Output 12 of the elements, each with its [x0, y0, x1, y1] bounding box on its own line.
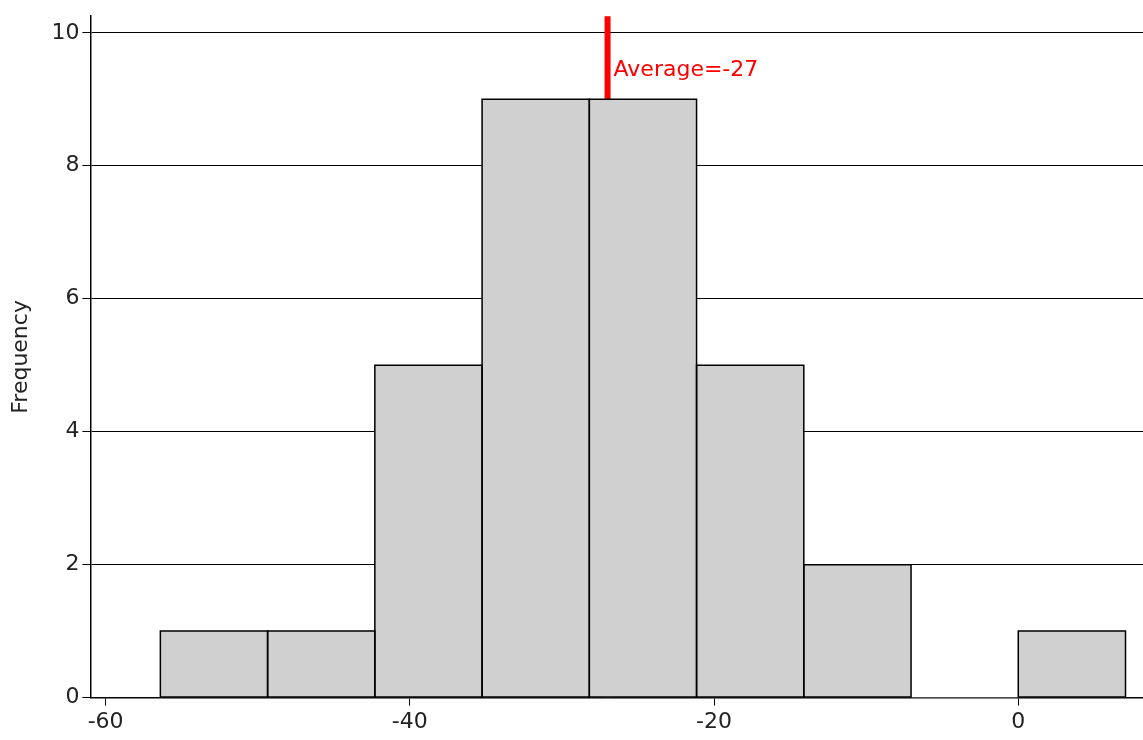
y-tick-label: 4	[65, 417, 80, 443]
y-axis-title: Frequency	[6, 300, 32, 414]
y-tick-label: 10	[51, 18, 80, 44]
y-tick-label: 8	[65, 151, 80, 177]
ref-line-label: Average=-27	[613, 55, 759, 81]
x-tick-label: 0	[1011, 707, 1026, 733]
x-tick-label: -20	[696, 707, 733, 733]
y-tick-label: 0	[65, 683, 80, 709]
x-tick-label: -40	[391, 707, 428, 733]
x-tick-label: -60	[87, 707, 124, 733]
y-tick-label: 2	[65, 550, 80, 576]
y-tick-label: 6	[65, 284, 80, 310]
